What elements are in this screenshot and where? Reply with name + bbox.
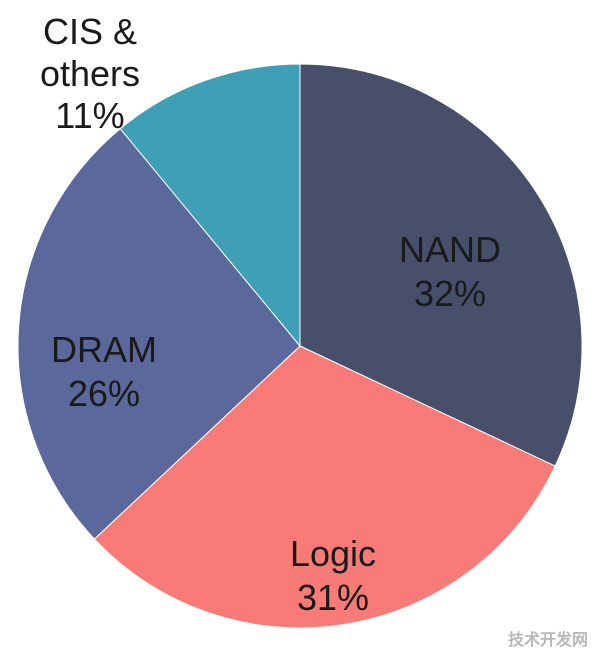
slice-label-logic: Logic 31% — [290, 533, 376, 618]
pie-slice-nand — [299, 63, 583, 467]
slice-label-dram: DRAM 26% — [51, 329, 157, 414]
pie-slice-logic — [93, 345, 556, 629]
slice-label-nand: NAND 32% — [399, 229, 501, 314]
pie-slice-cis-others — [119, 63, 301, 348]
pie-slice-dram — [17, 128, 301, 540]
watermark: 技术开发网 — [508, 630, 588, 649]
slice-label-cis-others: CIS & others 11% — [40, 11, 140, 136]
